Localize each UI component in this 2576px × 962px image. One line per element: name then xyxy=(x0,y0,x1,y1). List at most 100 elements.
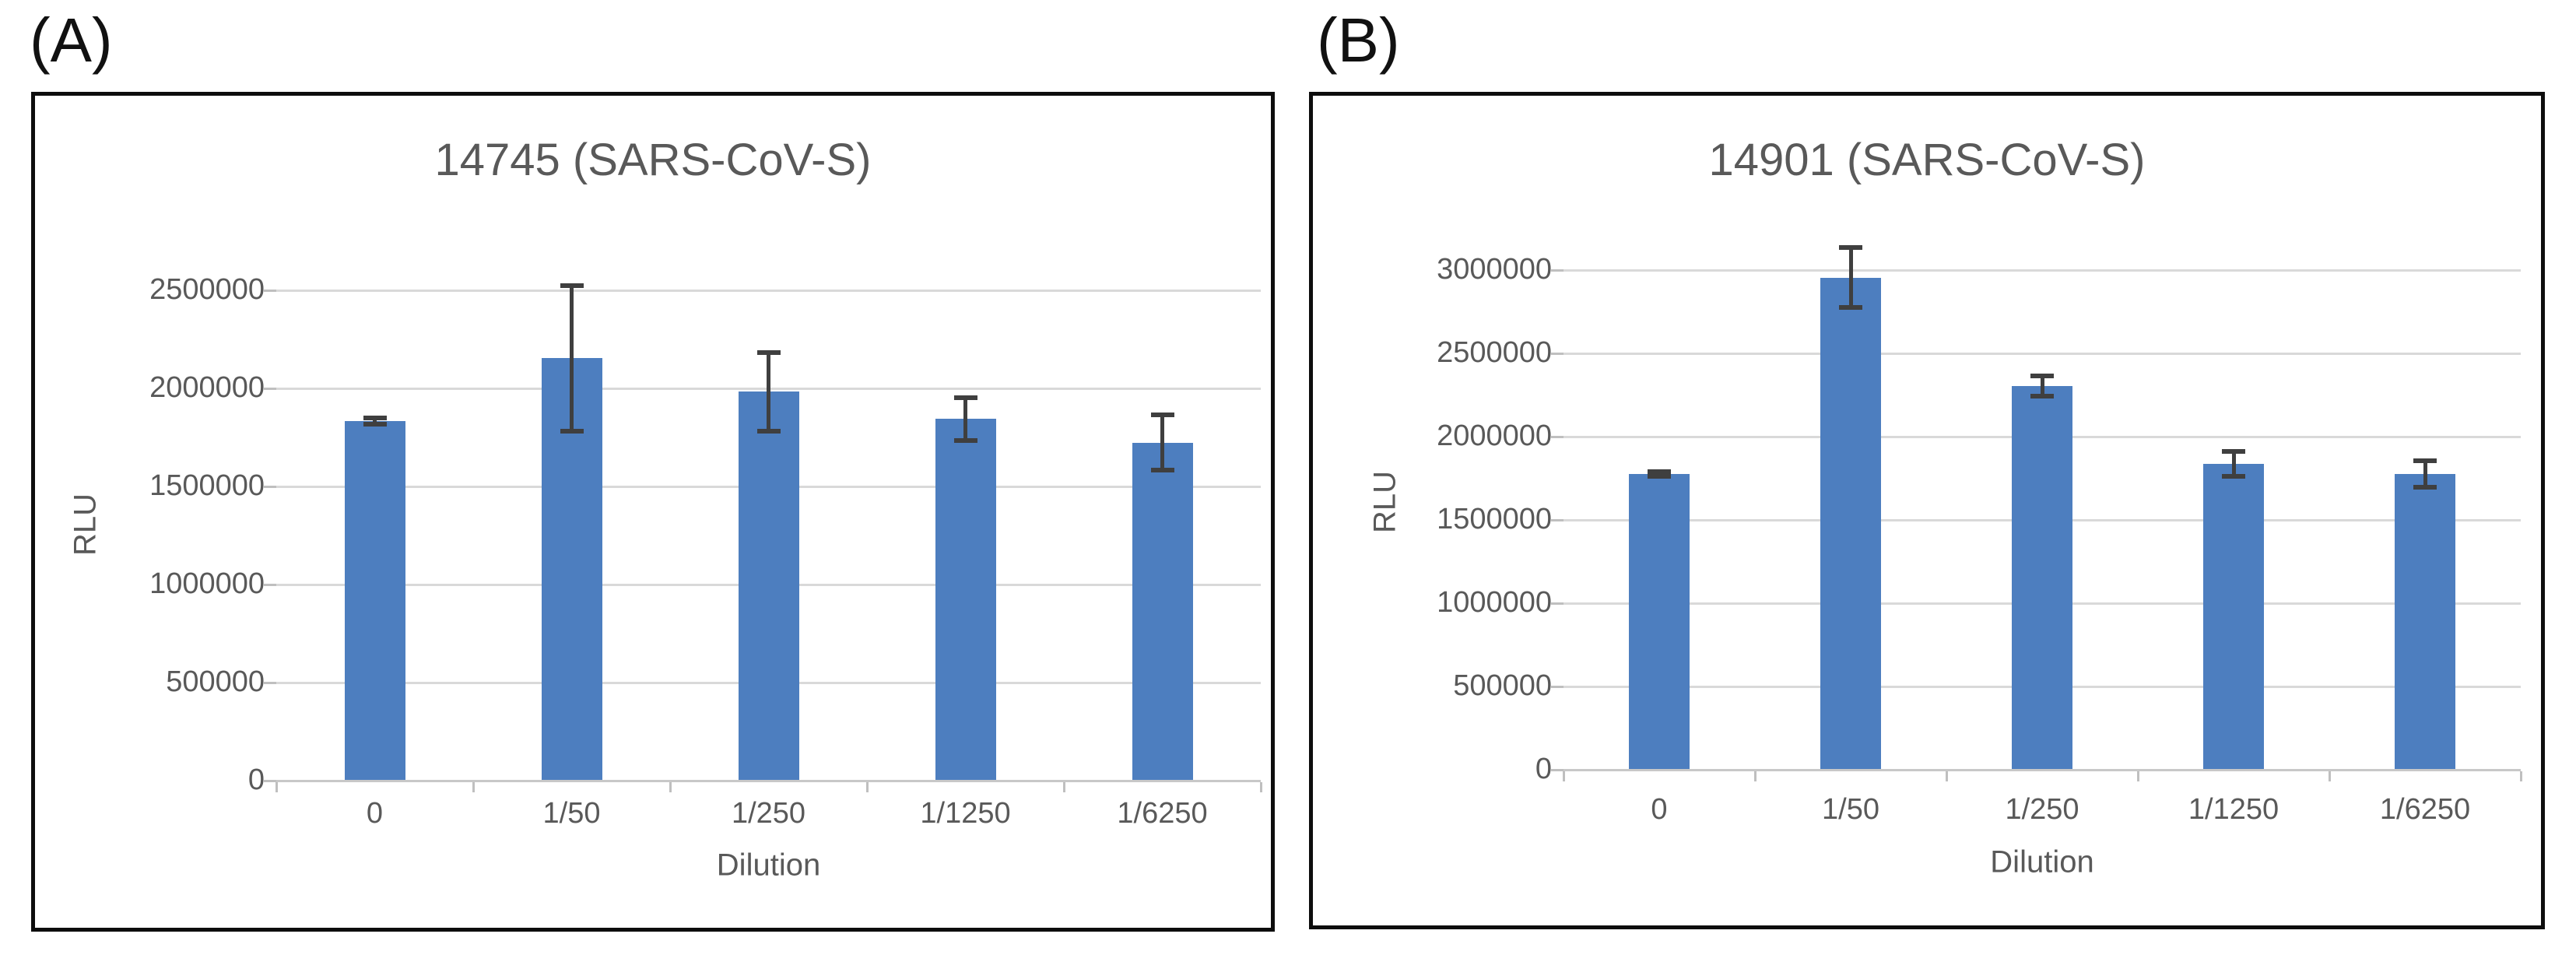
y-axis-tick xyxy=(264,486,276,488)
y-tick-label: 500000 xyxy=(1453,669,1552,702)
y-tick-label: 1000000 xyxy=(1437,586,1552,619)
error-bar-cap-bottom xyxy=(1150,468,1174,472)
x-category-label: 1/250 xyxy=(2005,793,2079,826)
y-tick-label: 1500000 xyxy=(149,469,265,502)
y-axis-tick xyxy=(264,584,276,586)
x-category-label: 1/1250 xyxy=(920,797,1011,830)
error-bar-line xyxy=(2231,451,2236,476)
x-axis-tick xyxy=(1563,771,1565,781)
panel-a-label: (A) xyxy=(30,5,113,75)
y-axis-tick xyxy=(1551,602,1563,605)
error-bar-cap-top xyxy=(953,395,977,400)
x-axis-tick xyxy=(2137,771,2139,781)
x-axis-tick xyxy=(1063,782,1065,792)
x-category-label: 1/50 xyxy=(542,797,601,830)
error-bar-cap-top xyxy=(2030,374,2054,378)
y-tick-label: 2500000 xyxy=(149,273,265,306)
chart-title: 14901 (SARS-CoV-S) xyxy=(1708,135,2146,185)
x-category-label: 0 xyxy=(1651,793,1668,826)
x-axis-tick xyxy=(2329,771,2331,781)
x-axis-tick xyxy=(275,782,278,792)
y-axis-tick xyxy=(264,780,276,782)
error-bar-line xyxy=(1848,248,1853,307)
x-category-label: 1/6250 xyxy=(1117,797,1208,830)
error-bar-cap-bottom xyxy=(1839,305,1862,310)
y-tick-label: 2000000 xyxy=(149,371,265,404)
error-bar-line xyxy=(373,418,377,424)
gridline xyxy=(1563,269,2521,272)
y-axis-tick xyxy=(1551,686,1563,688)
x-axis-tick xyxy=(472,782,475,792)
y-axis-tick xyxy=(1551,519,1563,521)
gridline xyxy=(1563,353,2521,355)
y-axis-tick xyxy=(264,682,276,684)
error-bar-cap-top xyxy=(1648,469,1671,474)
error-bar-cap-bottom xyxy=(2222,474,2245,479)
bar xyxy=(1132,443,1193,780)
y-tick-label: 2500000 xyxy=(1437,336,1552,369)
error-bar-cap-bottom xyxy=(953,438,977,443)
error-bar-cap-top xyxy=(756,350,781,355)
error-bar-cap-bottom xyxy=(560,429,584,434)
y-axis-tick xyxy=(1551,353,1563,355)
x-axis-title: Dilution xyxy=(1990,844,2094,879)
bar xyxy=(2395,474,2455,769)
error-bar-line xyxy=(963,398,967,441)
error-bar-cap-top xyxy=(363,416,387,420)
y-tick-label: 3000000 xyxy=(1437,253,1552,286)
x-category-label: 1/1250 xyxy=(2188,793,2279,826)
chart-panel-a: 14745 (SARS-CoV-S) RLU Dilution 0 500000 1… xyxy=(31,92,1275,932)
chart-title: 14745 (SARS-CoV-S) xyxy=(434,135,872,185)
x-category-label: 0 xyxy=(366,797,384,830)
x-axis-tick xyxy=(866,782,869,792)
y-tick-label: 2000000 xyxy=(1437,420,1552,452)
error-bar-cap-bottom xyxy=(2030,394,2054,398)
x-axis-tick xyxy=(669,782,672,792)
y-tick-label: 0 xyxy=(1535,753,1552,785)
y-tick-label: 0 xyxy=(247,764,265,796)
chart-panel-b: 14901 (SARS-CoV-S) RLU Dilution 0 500000 1… xyxy=(1309,92,2545,929)
x-category-label: 1/250 xyxy=(731,797,806,830)
bar xyxy=(2203,464,2264,769)
y-axis-tick xyxy=(1551,269,1563,272)
y-axis-tick xyxy=(264,388,276,390)
bar xyxy=(2012,386,2072,769)
y-tick-label: 1500000 xyxy=(1437,503,1552,535)
error-bar-cap-top xyxy=(2222,449,2245,454)
bar xyxy=(1629,474,1690,769)
x-axis-line xyxy=(1563,769,2521,771)
y-axis-tick xyxy=(264,290,276,292)
error-bar-line xyxy=(2040,376,2044,396)
bar xyxy=(344,421,405,780)
error-bar-line xyxy=(570,286,574,431)
error-bar-line xyxy=(767,353,770,431)
bar xyxy=(935,419,996,780)
y-axis-tick xyxy=(1551,769,1563,771)
gridline xyxy=(276,290,1261,292)
error-bar-cap-top xyxy=(2413,458,2437,463)
x-axis-tick xyxy=(1946,771,1948,781)
x-axis-line xyxy=(276,780,1261,782)
x-axis-tick xyxy=(2520,771,2522,781)
error-bar-cap-bottom xyxy=(1648,474,1671,479)
x-axis-tick xyxy=(1754,771,1757,781)
panel-b-label: (B) xyxy=(1317,5,1400,75)
error-bar-cap-bottom xyxy=(2413,485,2437,490)
error-bar-cap-bottom xyxy=(756,429,781,434)
error-bar-cap-top xyxy=(1839,245,1862,250)
x-axis-tick xyxy=(1260,782,1262,792)
bar xyxy=(738,391,799,780)
x-category-label: 1/50 xyxy=(1822,793,1879,826)
x-category-label: 1/6250 xyxy=(2379,793,2471,826)
y-tick-label: 500000 xyxy=(166,665,265,698)
error-bar-cap-top xyxy=(1150,413,1174,417)
error-bar-cap-top xyxy=(560,283,584,288)
error-bar-cap-bottom xyxy=(363,422,387,427)
error-bar-line xyxy=(1160,415,1164,470)
x-axis-title: Dilution xyxy=(716,848,821,883)
bar xyxy=(1820,278,1881,769)
y-tick-label: 1000000 xyxy=(149,567,265,600)
error-bar-line xyxy=(2423,461,2427,487)
y-axis-tick xyxy=(1551,436,1563,438)
